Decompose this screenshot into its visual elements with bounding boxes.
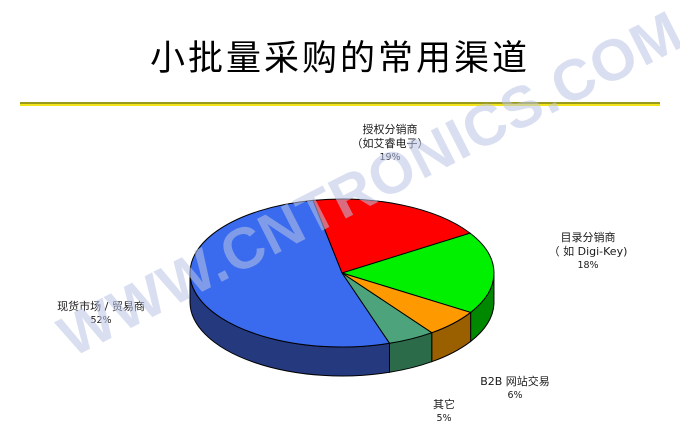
pie-label-other: 其它 5% <box>392 398 496 426</box>
page-title: 小批量采购的常用渠道 <box>149 39 530 79</box>
pie-slice-authorized <box>312 198 472 274</box>
pie-label-catalog-line1: 目录分销商 <box>560 231 616 244</box>
pie-label-b2b: B2B 网站交易 6% <box>450 375 580 403</box>
pie-label-authorized-line1: 授权分销商 <box>362 123 418 136</box>
divider-line-top <box>20 102 660 104</box>
pie-label-catalog: 目录分销商 （ 如 Digi-Key) 18% <box>500 231 676 273</box>
pie-label-other-line1: 其它 <box>433 398 455 411</box>
pie-label-b2b-pct: 6% <box>507 390 523 401</box>
pie-label-b2b-line1: B2B 网站交易 <box>480 375 550 388</box>
pie-label-authorized-line2: （如艾睿电子） <box>351 137 429 150</box>
pie-label-spot-line1: 现货市场 / 贸易商 <box>57 300 145 313</box>
pie-slice-spot <box>189 199 391 348</box>
pie-label-other-pct: 5% <box>436 413 452 424</box>
pie-slice-catalog <box>340 232 495 313</box>
pie-label-catalog-pct: 18% <box>577 260 599 271</box>
divider-line-bottom <box>20 104 660 106</box>
pie-label-catalog-line2: （ 如 Digi-Key) <box>548 245 628 258</box>
pie-label-spot: 现货市场 / 贸易商 52% <box>18 300 184 328</box>
pie-top-face <box>189 198 495 348</box>
title-divider <box>20 102 660 106</box>
pie-label-authorized: 授权分销商 （如艾睿电子） 19% <box>300 123 480 165</box>
pie-label-spot-pct: 52% <box>90 315 112 326</box>
pie-label-authorized-pct: 19% <box>379 152 401 163</box>
